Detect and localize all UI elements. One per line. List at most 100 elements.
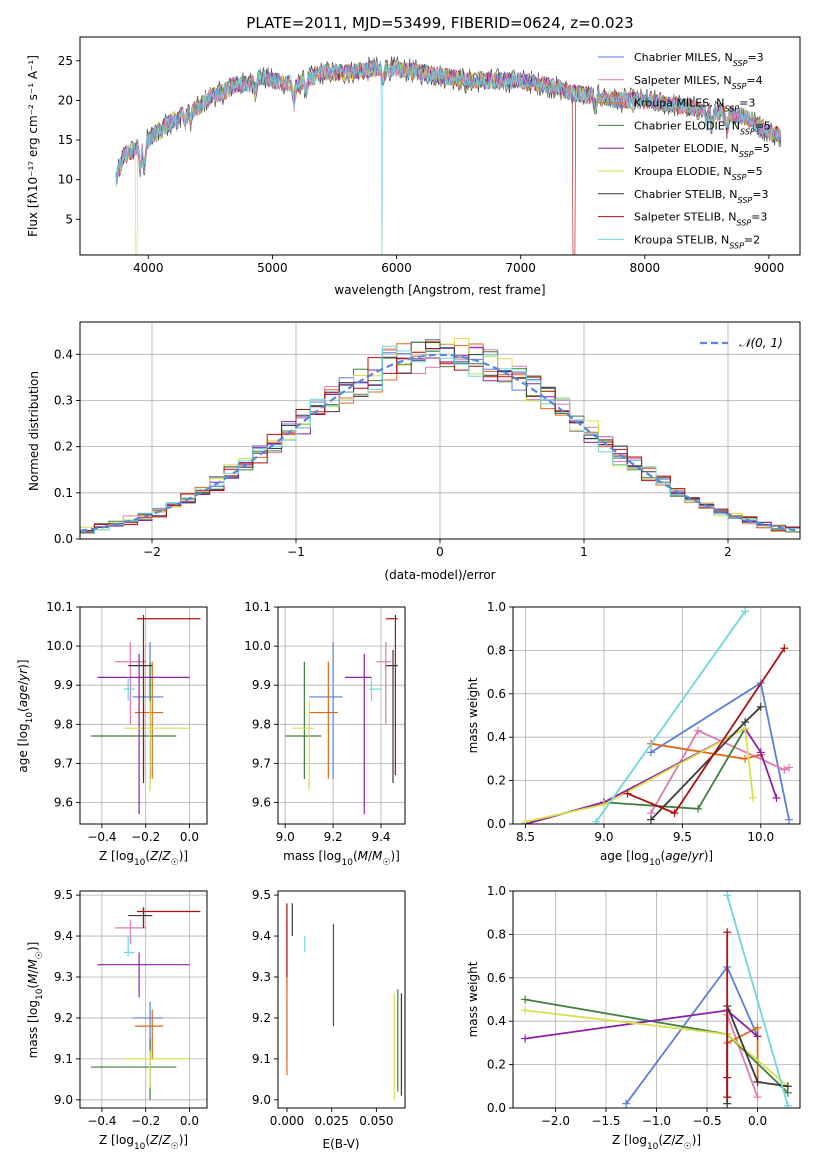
- x-axis-label-part: /: [368, 849, 373, 863]
- x-axis-label-part: )]: [390, 849, 399, 863]
- x-axis-label-part: 10: [134, 1142, 146, 1152]
- y-tick-label: 0.8: [487, 927, 506, 941]
- x-axis-label-part: Z: [674, 1133, 684, 1147]
- legend-label: Kroupa STELIB, NSSP=2: [634, 233, 760, 250]
- y-axis-label-part: age [log: [16, 723, 30, 772]
- figure-title: PLATE=2011, MJD=53499, FIBERID=0624, z=0…: [246, 14, 633, 32]
- y-tick-label: 9.4: [252, 929, 271, 943]
- legend-label-text: Chabrier STELIB, N: [634, 188, 738, 201]
- legend-label: Kroupa MILES, NSSP=3: [634, 97, 755, 114]
- y-tick-label: 0.3: [54, 393, 73, 407]
- y-tick-label: 9.3: [54, 970, 73, 984]
- x-axis-label-part: yr: [691, 849, 705, 863]
- x-tick-label: 9000: [754, 261, 785, 275]
- x-axis-label-part: 10: [134, 858, 146, 868]
- grid: [80, 891, 207, 1108]
- legend-label-sub: SSP: [733, 59, 748, 68]
- x-axis-label-part: M: [372, 849, 383, 863]
- y-tick-label: 0.2: [487, 774, 506, 788]
- x-tick-label: 0: [436, 545, 444, 559]
- legend-label: Kroupa ELODIE, NSSP=5: [634, 165, 763, 182]
- legend-label-text: Salpeter MILES, N: [634, 74, 732, 87]
- legend-label-sub: SSP: [729, 241, 744, 250]
- y-axis-label-part: age: [16, 685, 30, 707]
- y-tick-label: 9.3: [252, 970, 271, 984]
- weight-line: [625, 965, 759, 1105]
- x-tick-label: 10.0: [747, 830, 774, 844]
- legend-label-sub: SSP: [736, 218, 751, 227]
- x-tick-label: 0.0: [748, 1114, 767, 1128]
- y-tick-label: 9.9: [54, 678, 73, 692]
- plot-area: [115, 56, 782, 255]
- x-axis-label-part: (: [145, 1133, 150, 1147]
- x-axis-label-part: Z [log: [612, 1133, 647, 1147]
- spectrum-panel: 4000 5000 6000 7000 8000 9000 5 10 15 20 25 Flux [f…: [26, 36, 801, 297]
- legend-label: Chabrier STELIB, NSSP=3: [634, 188, 768, 205]
- plot-area: [521, 891, 792, 1108]
- spectrum-line: [115, 60, 782, 255]
- y-tick-label: 10: [58, 173, 73, 187]
- weight-vs-age-panel: 8.5 9.0 9.5 10.0 0.0 0.2 0.4 0.6 0.8 1.0 age [log1…: [466, 600, 801, 868]
- x-tick-label: 4000: [133, 261, 164, 275]
- legend-label-n: =5: [746, 165, 762, 178]
- plot-area: [90, 614, 201, 815]
- y-axis-label-part: ☉: [35, 951, 45, 959]
- x-axis-label: Z [log10(Z/Z☉)]: [612, 1133, 701, 1152]
- y-axis-label-part: )]: [16, 659, 30, 668]
- x-tick-label: 7000: [505, 261, 536, 275]
- x-axis-label-part: (: [145, 849, 150, 863]
- y-tick-label: 5: [65, 212, 73, 226]
- y-tick-label: 9.2: [252, 1011, 271, 1025]
- x-tick-label: 9.0: [276, 830, 295, 844]
- axes-frame: [277, 606, 406, 825]
- y-tick-label: 0.6: [487, 687, 506, 701]
- weight-line: [650, 729, 790, 814]
- plot-area: [286, 903, 403, 1100]
- x-tick-label: 0.0: [180, 830, 199, 844]
- x-axis-label-part: Z [log: [99, 849, 134, 863]
- axes-frame: [277, 890, 406, 1109]
- legend-label: Chabrier MILES, NSSP=3: [634, 51, 764, 68]
- x-axis-label-part: Z [log: [99, 1133, 134, 1147]
- legend-label: Salpeter STELIB, NSSP=3: [634, 211, 767, 228]
- x-axis-label: mass [log10(M/M☉)]: [283, 849, 400, 868]
- y-tick-label: 15: [58, 133, 73, 147]
- x-axis-label-part: mass [log: [283, 849, 341, 863]
- y-tick-label: 9.6: [54, 795, 73, 809]
- x-tick-label: 0.050: [359, 1114, 393, 1128]
- y-tick-label: 0.0: [54, 532, 73, 546]
- y-tick-label: 0.4: [487, 1014, 506, 1028]
- y-tick-label: 9.5: [54, 888, 73, 902]
- y-axis-label: mass [log10(M/M☉)]: [26, 942, 45, 1059]
- age-vs-mass-panel: 9.0 9.2 9.4 9.6 9.7 9.8 9.9 10.0 10.1 mass [log10…: [244, 600, 406, 868]
- x-axis-label-part: /: [671, 1133, 676, 1147]
- x-tick-label: 5000: [257, 261, 288, 275]
- x-axis-label-part: Z: [149, 1133, 159, 1147]
- x-tick-label: −2: [143, 545, 161, 559]
- y-axis-label-part: M: [26, 973, 40, 984]
- x-axis-label: E(B-V): [322, 1137, 359, 1151]
- y-tick-label: 9.9: [252, 678, 271, 692]
- x-tick-label: 0.000: [270, 1114, 304, 1128]
- y-tick-label: 25: [58, 54, 73, 68]
- legend-label-normal: 𝒩(0, 1): [739, 336, 783, 350]
- legend-label: Salpeter MILES, NSSP=4: [634, 74, 763, 91]
- x-axis-label-part: ☉: [382, 858, 390, 868]
- legend-label-n: =2: [744, 233, 760, 246]
- y-tick-label: 10.1: [46, 600, 73, 614]
- y-tick-label: 9.5: [252, 888, 271, 902]
- plot-area: [90, 907, 201, 1100]
- legend-label: Chabrier ELODIE, NSSP=5: [634, 119, 771, 136]
- y-tick-label: 9.1: [54, 1052, 73, 1066]
- y-tick-label: 0.2: [54, 440, 73, 454]
- y-tick-label: 0.4: [54, 347, 73, 361]
- axes-frame: [512, 606, 801, 825]
- x-tick-label: 2: [724, 545, 732, 559]
- x-axis-label: (data-model)/error: [384, 568, 495, 582]
- legend-label-text: Chabrier ELODIE, N: [634, 119, 740, 132]
- y-tick-label: 9.7: [54, 756, 73, 770]
- y-tick-label: 0.0: [487, 817, 506, 831]
- x-tick-label: −0.2: [131, 830, 160, 844]
- y-tick-label: 20: [58, 93, 73, 107]
